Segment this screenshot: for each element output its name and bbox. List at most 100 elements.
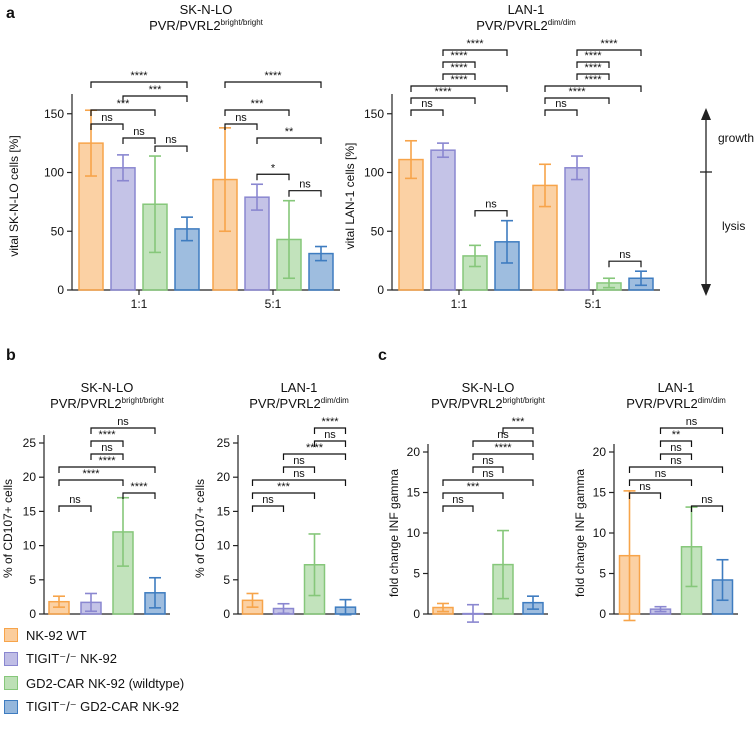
significance-label: ns xyxy=(262,494,274,506)
y-axis-label: % of CD107+ cells xyxy=(1,479,15,578)
y-tick-label: 100 xyxy=(44,166,64,180)
significance-label: **** xyxy=(450,62,468,74)
significance-bracket xyxy=(58,479,124,486)
significance-bracket xyxy=(154,145,188,153)
bar-tigit xyxy=(110,167,136,291)
significance-label: **** xyxy=(434,86,452,98)
significance-bracket xyxy=(58,466,156,473)
significance-bracket xyxy=(313,427,347,434)
significance-label: ns xyxy=(69,494,81,506)
bar-wt xyxy=(398,158,424,291)
y-tick-label: 10 xyxy=(407,526,421,540)
significance-bracket xyxy=(659,427,724,434)
legend-item-tigitcar: TIGIT⁻/⁻ GD2-CAR NK-92 xyxy=(4,697,264,717)
significance-bracket xyxy=(251,505,285,512)
y-tick-label: 150 xyxy=(44,107,64,121)
significance-bracket xyxy=(251,479,347,486)
significance-label: **** xyxy=(306,442,324,454)
significance-label: **** xyxy=(98,429,116,441)
significance-bracket xyxy=(313,440,347,447)
significance-label: *** xyxy=(467,481,481,493)
significance-bracket xyxy=(90,453,124,460)
legend-item-wt: NK-92 WT xyxy=(4,625,264,645)
significance-bracket xyxy=(472,466,504,473)
significance-label: *** xyxy=(149,84,163,96)
panel-label-a: a xyxy=(6,5,15,22)
significance-bracket xyxy=(690,505,724,512)
growth-arrow-icon xyxy=(701,108,711,120)
significance-label: ** xyxy=(285,126,294,138)
bar-tigit xyxy=(244,196,270,291)
y-tick-label: 20 xyxy=(23,470,37,484)
significance-bracket xyxy=(282,466,316,473)
significance-label: ns xyxy=(670,442,682,454)
y-tick-label: 0 xyxy=(29,607,36,621)
significance-bracket xyxy=(628,466,724,473)
chart-title: LAN-1 xyxy=(281,380,318,395)
significance-label: ns xyxy=(482,455,494,467)
y-tick-label: 5 xyxy=(223,573,230,587)
significance-bracket xyxy=(90,440,124,447)
y-axis-label: fold change INF gamma xyxy=(387,469,401,597)
y-tick-label: 0 xyxy=(377,283,384,297)
y-tick-label: 50 xyxy=(51,224,65,238)
significance-bracket xyxy=(58,505,92,512)
chart-title: LAN-1 xyxy=(658,380,695,395)
significance-label: **** xyxy=(321,416,339,428)
significance-label: ns xyxy=(555,98,567,110)
y-tick-label: 0 xyxy=(57,283,64,297)
significance-bracket xyxy=(628,492,662,499)
significance-label: ns xyxy=(639,481,651,493)
significance-bracket xyxy=(442,492,504,499)
legend-item-car: GD2-CAR NK-92 (wildtype) xyxy=(4,673,264,693)
legend-swatch-wt xyxy=(4,628,18,642)
significance-label: ** xyxy=(672,429,681,441)
panel-label-c: c xyxy=(378,347,387,364)
significance-label: * xyxy=(271,162,276,174)
significance-bracket xyxy=(659,453,693,460)
y-tick-label: 10 xyxy=(23,539,37,553)
significance-label: **** xyxy=(600,38,618,50)
bar-tigit xyxy=(564,167,590,291)
x-tick-label: 1:1 xyxy=(451,297,468,311)
chart-title: LAN-1 xyxy=(508,2,545,17)
charts-layer: SK-N-LOPVR/PVRL2bright/bright050100150vi… xyxy=(1,2,738,623)
significance-bracket xyxy=(608,260,642,268)
significance-bracket xyxy=(90,427,156,434)
significance-label: ns xyxy=(293,455,305,467)
significance-bracket xyxy=(472,440,534,447)
legend-label-tigit: TIGIT⁻/⁻ NK-92 xyxy=(26,651,118,666)
significance-label: ns xyxy=(701,494,713,506)
y-axis-label: vital SK-N-LO cells [%] xyxy=(7,135,21,256)
x-tick-label: 5:1 xyxy=(265,297,282,311)
legend-swatch-tigit xyxy=(4,652,18,666)
y-tick-label: 15 xyxy=(217,504,231,518)
significance-bracket xyxy=(442,49,508,56)
significance-label: **** xyxy=(130,481,148,493)
x-tick-label: 5:1 xyxy=(585,297,602,311)
significance-bracket xyxy=(410,85,508,92)
y-tick-label: 10 xyxy=(593,526,607,540)
significance-label: *** xyxy=(512,416,526,428)
significance-bracket xyxy=(442,505,474,512)
significance-bracket xyxy=(442,61,476,68)
significance-label: **** xyxy=(82,468,100,480)
chart-subtitle: PVR/PVRL2bright/bright xyxy=(50,396,165,411)
chart-subtitle: PVR/PVRL2dim/dim xyxy=(476,18,576,33)
significance-bracket xyxy=(472,453,534,460)
significance-label: *** xyxy=(117,98,131,110)
significance-bracket xyxy=(544,97,610,104)
significance-label: ns xyxy=(101,442,113,454)
significance-bracket xyxy=(256,173,290,181)
bar-tigit xyxy=(430,149,456,291)
significance-bracket xyxy=(90,81,188,88)
y-tick-label: 0 xyxy=(413,607,420,621)
significance-label: ns xyxy=(497,429,509,441)
significance-bracket xyxy=(576,61,610,68)
